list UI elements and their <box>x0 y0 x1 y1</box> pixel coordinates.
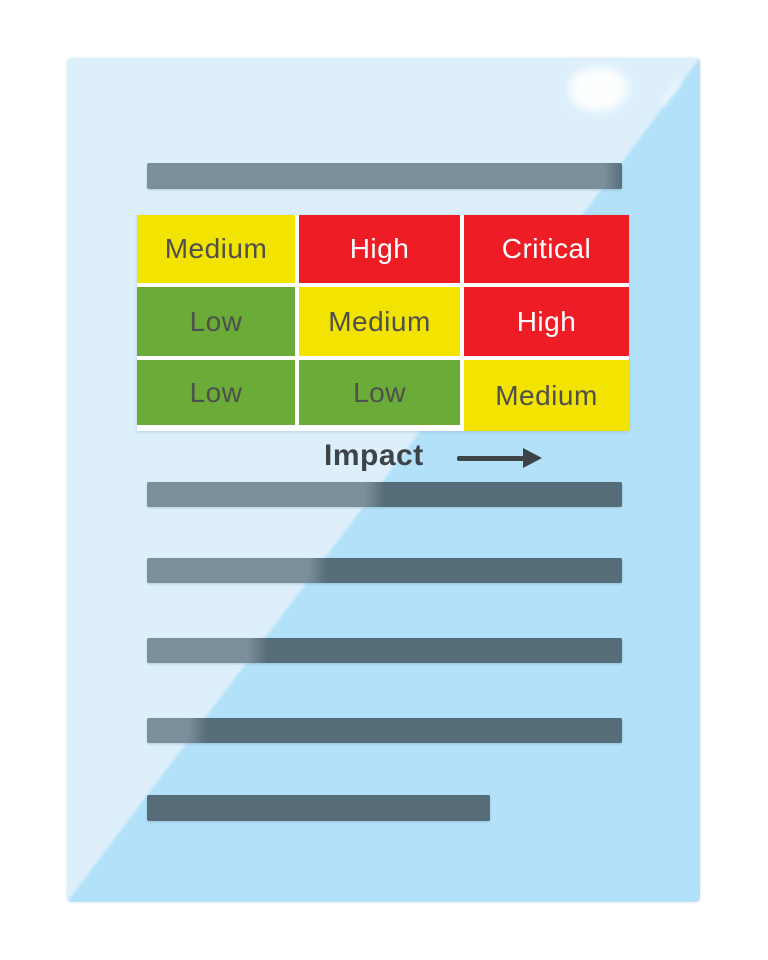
risk-cell-r1c2: High <box>299 215 460 283</box>
text-placeholder-line <box>147 558 622 583</box>
text-placeholder-line-short <box>147 795 490 821</box>
risk-cell-r1c3: Critical <box>464 215 629 283</box>
text-placeholder-line <box>147 638 622 663</box>
text-placeholder-line <box>147 482 622 507</box>
arrow-head <box>523 448 542 468</box>
risk-matrix: Medium High Critical Low Medium High Low… <box>137 215 629 431</box>
risk-cell-r3c3: Medium <box>464 360 629 431</box>
risk-cell-r2c2: Medium <box>299 287 460 356</box>
risk-cell-r3c1: Low <box>137 360 295 425</box>
risk-cell-r2c1: Low <box>137 287 295 356</box>
page-gloss-streak <box>659 79 683 107</box>
text-placeholder-line <box>147 718 622 743</box>
risk-cell-r3c2: Low <box>299 360 460 425</box>
right-arrow-icon <box>457 448 547 469</box>
risk-cell-r2c3: High <box>464 287 629 356</box>
risk-cell-r1c1: Medium <box>137 215 295 283</box>
document-page: Medium High Critical Low Medium High Low… <box>67 58 700 902</box>
page-gloss-shine <box>570 68 628 111</box>
arrow-shaft <box>457 456 527 461</box>
impact-axis-label: Impact <box>324 439 424 472</box>
title-placeholder-line <box>147 163 622 189</box>
